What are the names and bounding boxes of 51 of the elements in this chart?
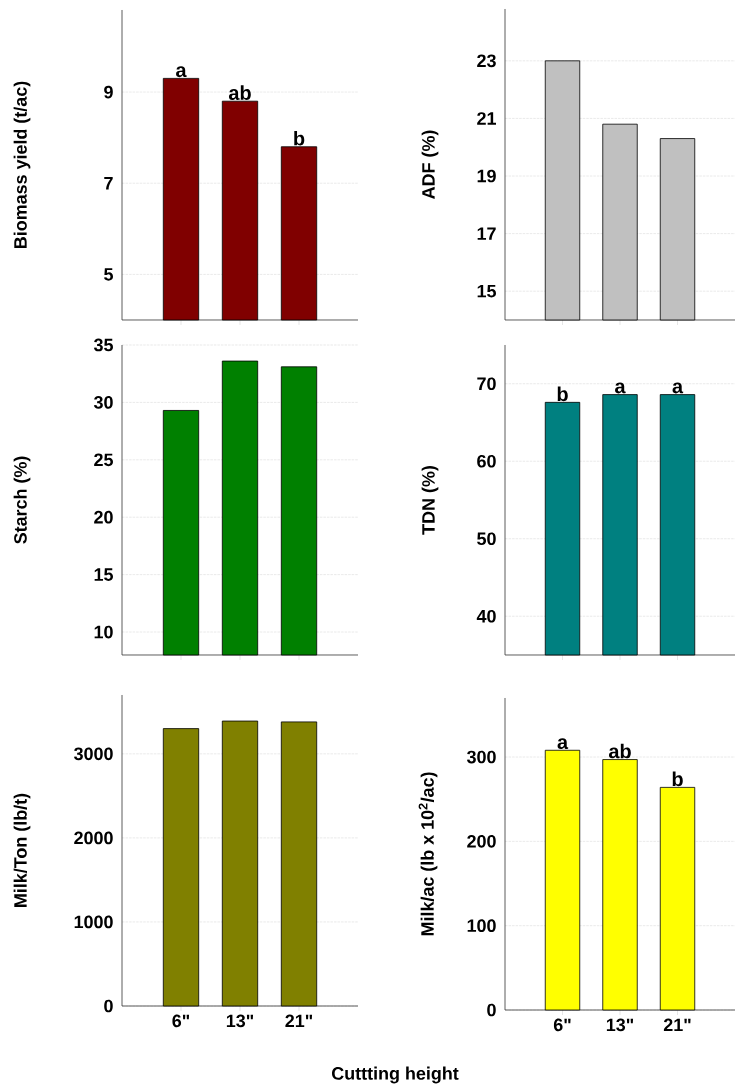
y-tick-label: 20 xyxy=(94,510,113,524)
y-tick-label: 60 xyxy=(477,454,496,468)
y-tick-label: 1000 xyxy=(74,915,113,929)
y-tick-label: 2000 xyxy=(74,831,113,845)
bar xyxy=(544,749,581,1011)
bar xyxy=(602,759,638,1011)
y-axis-title: ADF (%) xyxy=(421,130,439,199)
y-tick-label: 15 xyxy=(477,284,496,298)
y-tick-label: 3000 xyxy=(73,747,113,761)
x-tick-label: 13" xyxy=(226,1014,254,1028)
annotation: a xyxy=(672,382,684,394)
y-tick-label: 30 xyxy=(93,396,113,409)
y-tick-label: 7 xyxy=(104,177,113,190)
y-tick-label: 35 xyxy=(93,338,113,352)
y-tick-label: 0 xyxy=(104,999,113,1013)
y-tick-label: 17 xyxy=(477,227,496,240)
annotation: b xyxy=(672,771,683,787)
y-tick-label: 25 xyxy=(94,453,113,467)
x-tick-label: 6" xyxy=(172,1014,190,1028)
y-axis-title: TDN (%) xyxy=(421,466,439,535)
annotation: a xyxy=(615,382,626,394)
y-tick-label: 9 xyxy=(104,85,113,99)
y-axis-title: Starch (%) xyxy=(13,456,31,544)
y-tick-label: 23 xyxy=(477,54,496,68)
y-tick-label: 15 xyxy=(94,568,113,581)
y-tick-label: 0 xyxy=(487,1003,496,1017)
y-tick-label: 10 xyxy=(94,625,113,639)
y-tick-label: 5 xyxy=(104,268,113,281)
y-tick-label: 300 xyxy=(466,750,496,764)
y-tick-label: 21 xyxy=(477,112,496,125)
y-tick-label: 40 xyxy=(476,609,496,623)
x-axis-title: Cuttting height xyxy=(332,1066,459,1084)
annotation: a xyxy=(176,66,187,78)
bar xyxy=(659,786,696,1011)
x-tick-label: 21" xyxy=(663,1018,691,1032)
y-axis-title: Biomass yield (t/ac) xyxy=(13,81,31,248)
annotation: b xyxy=(294,130,305,146)
annotation: ab xyxy=(228,85,251,100)
x-tick-label: 6" xyxy=(553,1018,571,1032)
y-tick-label: 19 xyxy=(477,169,496,183)
annotation: ab xyxy=(608,743,631,759)
x-tick-label: 21" xyxy=(285,1014,313,1028)
annotation: b xyxy=(557,386,568,402)
y-tick-label: 70 xyxy=(477,377,496,391)
y-tick-label: 50 xyxy=(477,532,496,546)
y-tick-label: 200 xyxy=(467,834,496,848)
annotation: a xyxy=(557,738,569,750)
y-axis-title: Milk/Ton (lb/t) xyxy=(13,793,31,907)
y-tick-label: 100 xyxy=(467,919,496,933)
x-tick-label: 13" xyxy=(606,1018,634,1032)
y-axis-title: Milk/ac (lb x 10$^{2}$/ac) xyxy=(418,772,438,936)
